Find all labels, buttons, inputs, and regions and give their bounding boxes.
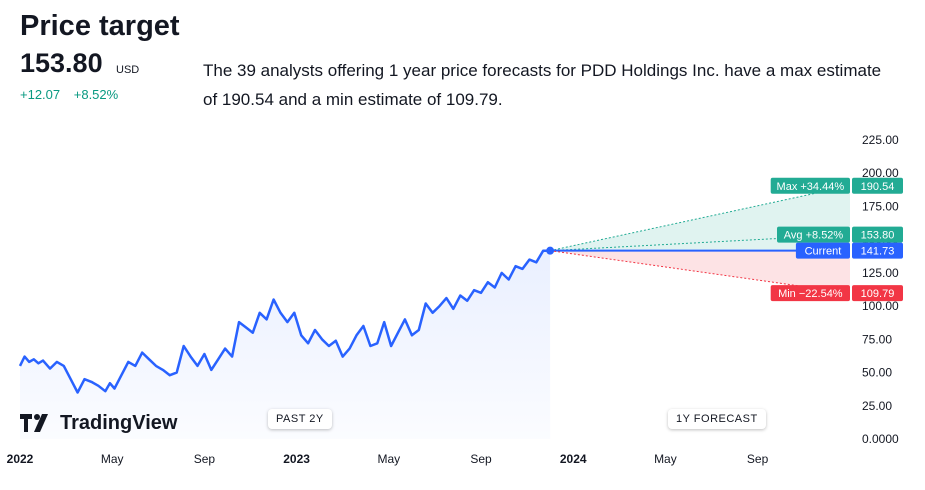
price-series-line xyxy=(18,249,551,394)
y-tick-label: 225.00 xyxy=(862,133,899,147)
forecast-avg-label-badge xyxy=(777,226,850,243)
x-tick-label: May xyxy=(377,452,400,466)
y-tick-label: 175.00 xyxy=(862,199,899,213)
x-tick-label: May xyxy=(654,452,677,466)
y-tick-label: 50.00 xyxy=(862,366,892,380)
x-tick-label: 2023 xyxy=(283,452,310,466)
y-tick-label: 0.0000 xyxy=(862,432,899,446)
current-price: 153.80 xyxy=(20,48,103,78)
tradingview-logo-text: TradingView xyxy=(60,412,178,434)
price-change: +12.07 +8.52% xyxy=(20,87,128,102)
forecast-current-value: 141.73 xyxy=(861,246,895,258)
change-absolute: +12.07 xyxy=(20,87,61,102)
history-area xyxy=(20,250,551,439)
tradingview-logo[interactable]: TradingView xyxy=(20,412,177,435)
y-tick-label: 75.00 xyxy=(862,332,892,346)
forecast-avg-value: 153.80 xyxy=(861,230,895,242)
forecast-period-label: 1Y FORECAST xyxy=(668,409,766,429)
forecast-lower-fill xyxy=(550,250,850,294)
x-tick-label: Sep xyxy=(470,452,492,466)
x-tick-label: May xyxy=(101,452,124,466)
forecast-avg-label: Avg +8.52% xyxy=(784,230,844,242)
forecast-max-label: Max +34.44% xyxy=(777,181,845,193)
forecast-current-label: Current xyxy=(805,246,842,258)
forecast-description: The 39 analysts offering 1 year price fo… xyxy=(203,61,882,109)
forecast-min-value-badge xyxy=(852,285,903,302)
x-tick-label: 2022 xyxy=(7,452,34,466)
y-tick-label: 200.00 xyxy=(862,166,899,180)
current-price-marker xyxy=(546,246,555,255)
x-tick-label: 2024 xyxy=(560,452,587,466)
x-tick-label: Sep xyxy=(194,452,216,466)
forecast-max-value-badge xyxy=(852,177,903,194)
y-tick-label: 25.00 xyxy=(862,399,892,413)
forecast-current-label-badge xyxy=(795,242,850,259)
forecast-min-value: 109.79 xyxy=(861,288,895,300)
forecast-max-label-badge xyxy=(770,177,850,194)
tradingview-logo-icon xyxy=(20,413,48,432)
page-title: Price target xyxy=(20,10,180,42)
currency-label: USD xyxy=(116,64,140,76)
forecast-current-value-badge xyxy=(852,242,903,259)
x-tick-label: Sep xyxy=(747,452,769,466)
forecast-min-label-badge xyxy=(770,285,850,302)
past-period-label: PAST 2Y xyxy=(268,409,332,429)
forecast-avg-value-badge xyxy=(852,226,903,243)
forecast-max-line xyxy=(550,185,851,252)
y-tick-label: 125.00 xyxy=(862,266,899,280)
forecast-max-value: 190.54 xyxy=(861,181,895,193)
y-tick-label: 100.00 xyxy=(862,299,899,313)
change-percent: +8.52% xyxy=(73,87,119,102)
forecast-min-label: Min −22.54% xyxy=(778,288,843,300)
